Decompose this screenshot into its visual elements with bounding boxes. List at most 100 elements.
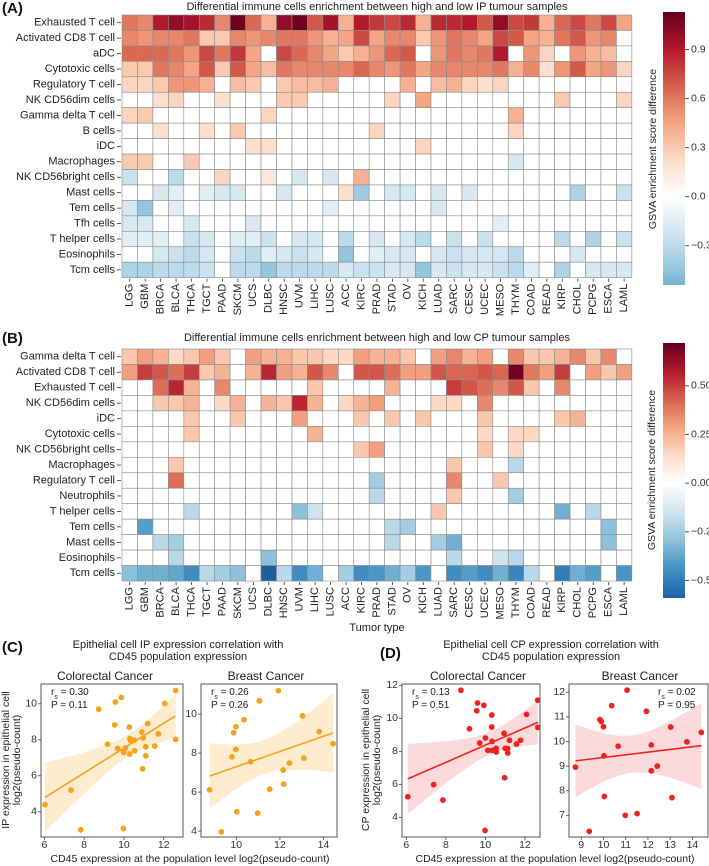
heatmap-cell <box>198 565 215 582</box>
heatmap-cell <box>322 441 339 458</box>
heatmap-cell <box>616 364 633 381</box>
heatmap-cell <box>507 138 524 155</box>
heatmap-cell <box>523 348 540 365</box>
heatmap-cell <box>353 261 370 278</box>
heatmap-cell <box>600 410 617 427</box>
heatmap-cell <box>121 565 138 582</box>
heatmap-cell <box>430 503 447 520</box>
row-label: Tcm cells <box>70 567 116 579</box>
heatmap-cell <box>415 107 432 124</box>
heatmap-cell <box>415 441 432 458</box>
heatmap-cell <box>507 261 524 278</box>
heatmap-cell <box>461 122 478 139</box>
heatmap-cell <box>384 472 401 489</box>
row-label: Macrophages <box>48 459 115 471</box>
heatmap-cell <box>307 441 324 458</box>
heatmap-cell <box>554 565 571 582</box>
column-label: SKCM <box>232 587 244 619</box>
column-label: PRAD <box>371 587 383 618</box>
heatmap-cell <box>523 426 540 443</box>
heatmap-cell <box>569 231 586 248</box>
heatmap-cell <box>384 348 401 365</box>
p-value-label: P = 0.26 <box>211 700 249 711</box>
heatmap-cell <box>152 61 169 78</box>
heatmap-cell <box>214 441 231 458</box>
heatmap-cell <box>276 153 293 170</box>
column-label: PAAD <box>216 284 228 313</box>
heatmap-cell <box>554 426 571 443</box>
heatmap-cell <box>507 107 524 124</box>
heatmap-cell <box>430 61 447 78</box>
heatmap-cell <box>446 184 463 201</box>
heatmap-cell <box>446 456 463 474</box>
heatmap-cell <box>430 200 447 217</box>
heatmap-cell <box>384 91 401 108</box>
data-point <box>142 752 149 759</box>
heatmap-cell <box>461 153 478 170</box>
heatmap-cell <box>507 246 524 263</box>
heatmap-cell <box>616 348 633 365</box>
heatmap-cell <box>337 549 355 566</box>
heatmap-cell <box>260 379 277 396</box>
heatmap-cell <box>121 503 138 520</box>
heatmap-cell <box>415 122 432 139</box>
heatmap-cell <box>569 14 586 31</box>
heatmap-cell <box>616 184 633 201</box>
heatmap-cell <box>152 456 169 474</box>
heatmap-cell <box>585 246 602 263</box>
heatmap-cell <box>260 153 277 170</box>
column-label: THYM <box>510 284 522 315</box>
heatmap-cell <box>415 261 432 278</box>
heatmap-cell <box>554 61 571 78</box>
heatmap-cell <box>554 76 571 93</box>
x-tick-label: 8 <box>81 839 87 851</box>
heatmap-cell <box>399 122 416 139</box>
data-point <box>316 728 323 735</box>
column-label: STAD <box>386 284 398 313</box>
heatmap-cell <box>291 246 308 263</box>
colorbar-tick-label: 0.9 <box>691 43 706 55</box>
correlation-label: rs = 0.26 <box>211 687 249 701</box>
heatmap-cell <box>353 549 370 566</box>
heatmap-cell <box>137 61 154 78</box>
data-point <box>95 706 102 713</box>
heatmap-cell <box>554 138 571 155</box>
data-point <box>232 746 239 753</box>
heatmap-cell <box>368 200 385 217</box>
x-tick-label: 10 <box>480 839 492 851</box>
heatmap-cell <box>446 426 463 443</box>
heatmap-cell <box>523 487 540 505</box>
heatmap-cell <box>569 91 586 108</box>
heatmap-cell <box>415 200 432 217</box>
heatmap-cell <box>554 91 571 108</box>
heatmap-cell <box>152 426 169 443</box>
heatmap-cell <box>538 122 555 139</box>
heatmap-cell <box>198 518 215 535</box>
heatmap-cell <box>121 364 138 381</box>
heatmap-cell <box>554 169 571 186</box>
heatmap-cell <box>446 30 463 47</box>
heatmap-cell <box>229 534 246 551</box>
heatmap-cell <box>307 122 324 139</box>
heatmap-cell <box>229 426 246 443</box>
heatmap-cell <box>384 61 401 78</box>
heatmap-cell <box>368 169 385 186</box>
heatmap-cell <box>523 200 540 217</box>
heatmap-cell <box>137 503 154 520</box>
heatmap-cell <box>121 456 138 474</box>
heatmap-cell <box>492 565 509 582</box>
heatmap-cell <box>245 518 262 535</box>
heatmap-cell <box>137 565 154 582</box>
heatmap-cell <box>616 138 633 155</box>
heatmap-cell <box>198 45 215 62</box>
heatmap-cell <box>198 261 215 278</box>
heatmap-cell <box>399 549 416 566</box>
heatmap-cell <box>245 231 262 248</box>
heatmap-cell <box>538 410 555 427</box>
heatmap-cell <box>168 426 185 443</box>
column-label: DLBC <box>263 587 275 616</box>
heatmap-cell <box>554 379 571 396</box>
heatmap-cell <box>291 364 308 381</box>
heatmap-cell <box>384 231 401 248</box>
heatmap-cell <box>430 231 447 248</box>
